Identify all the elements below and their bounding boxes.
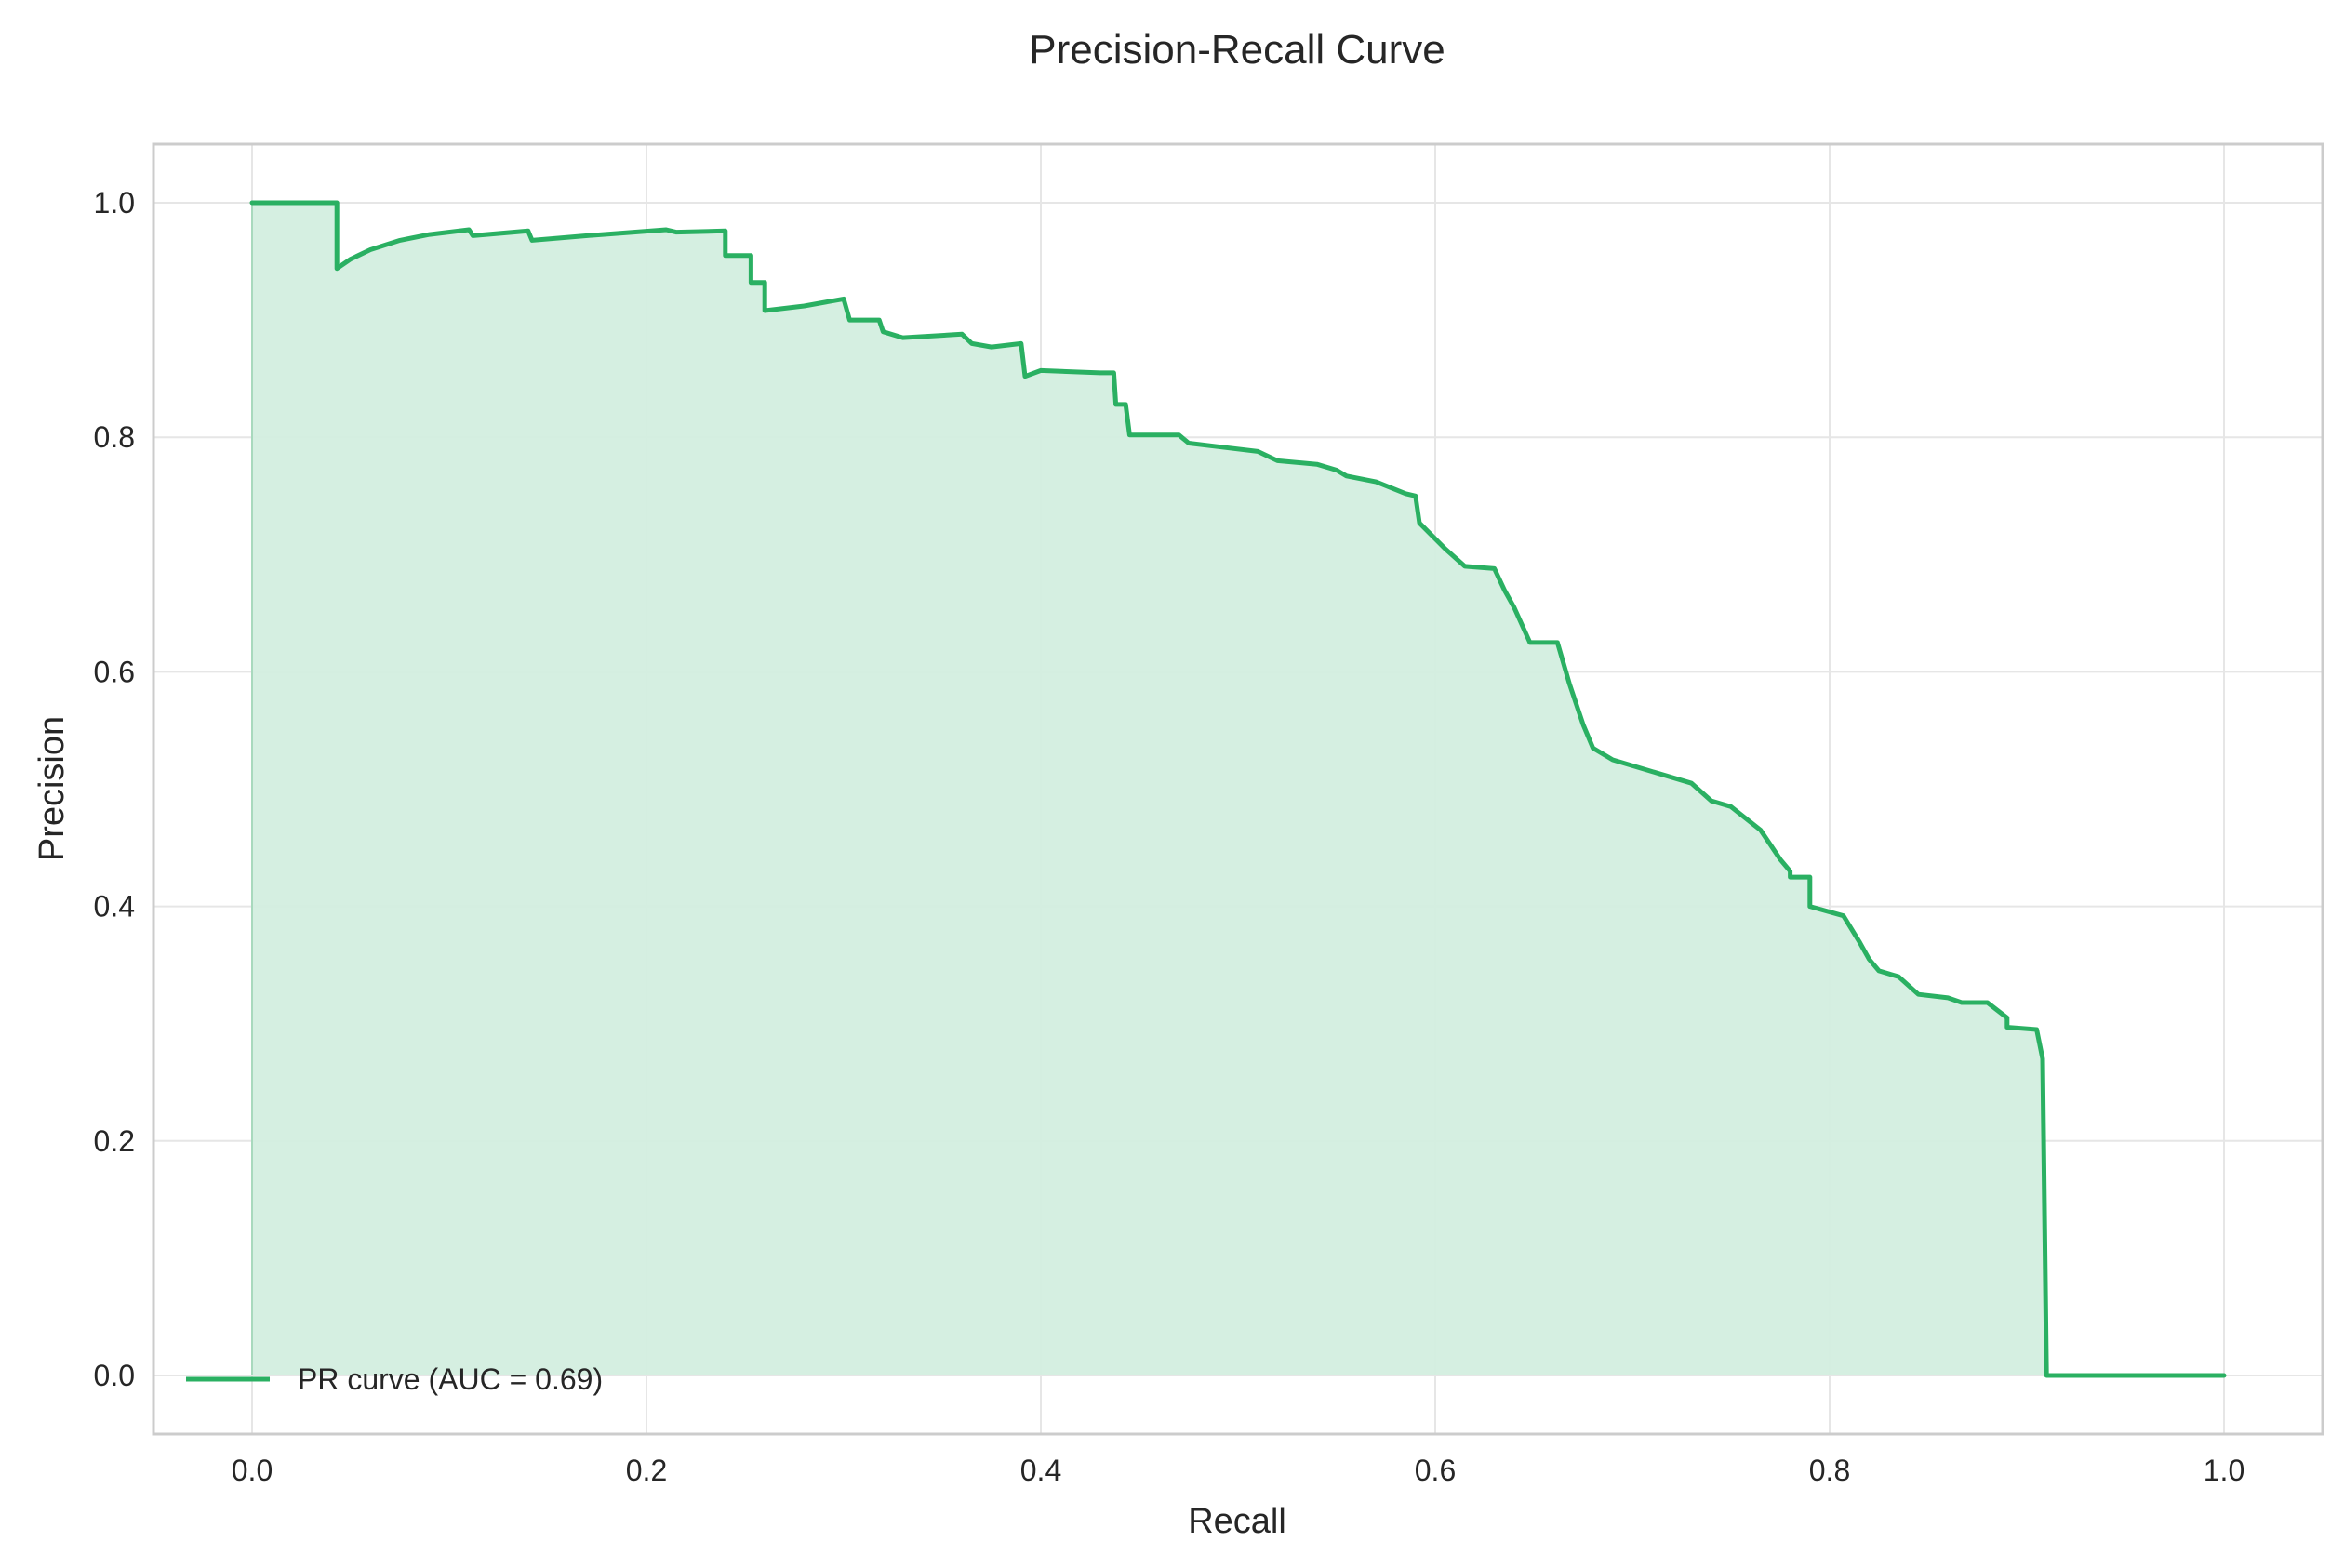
line-layer (249, 200, 2227, 1378)
x-tick-label-3: 0.6 (1415, 1454, 1456, 1487)
plot-frame (152, 142, 2324, 1436)
axis-ticks: 0.0 0.2 0.4 0.6 0.8 1.0 0.0 0.2 0.4 0.6 0.8 1.0 (94, 186, 2245, 1487)
y-tick-label-4: 0.8 (94, 420, 135, 454)
y-tick-label-1: 0.2 (94, 1124, 135, 1158)
pr-curve-line (249, 200, 2227, 1378)
y-tick-label-5: 1.0 (94, 186, 135, 219)
legend: PR curve (AUC = 0.69) (186, 1362, 603, 1396)
x-tick-label-0: 0.0 (232, 1454, 273, 1487)
pr-curve-area (252, 203, 2224, 1375)
x-tick-label-1: 0.2 (626, 1454, 667, 1487)
legend-label: PR curve (AUC = 0.69) (298, 1362, 603, 1396)
y-tick-label-3: 0.6 (94, 655, 135, 688)
y-tick-label-2: 0.4 (94, 890, 135, 924)
x-tick-label-4: 0.8 (1809, 1454, 1850, 1487)
y-axis-label: Precision (33, 716, 72, 861)
y-tick-label-0: 0.0 (94, 1359, 135, 1392)
x-tick-label-2: 0.4 (1020, 1454, 1061, 1487)
area-layer (251, 203, 2224, 1375)
x-tick-label-5: 1.0 (2204, 1454, 2244, 1487)
chart-title: Precision-Recall Curve (1029, 27, 1445, 73)
x-axis-label: Recall (1188, 1502, 1286, 1541)
